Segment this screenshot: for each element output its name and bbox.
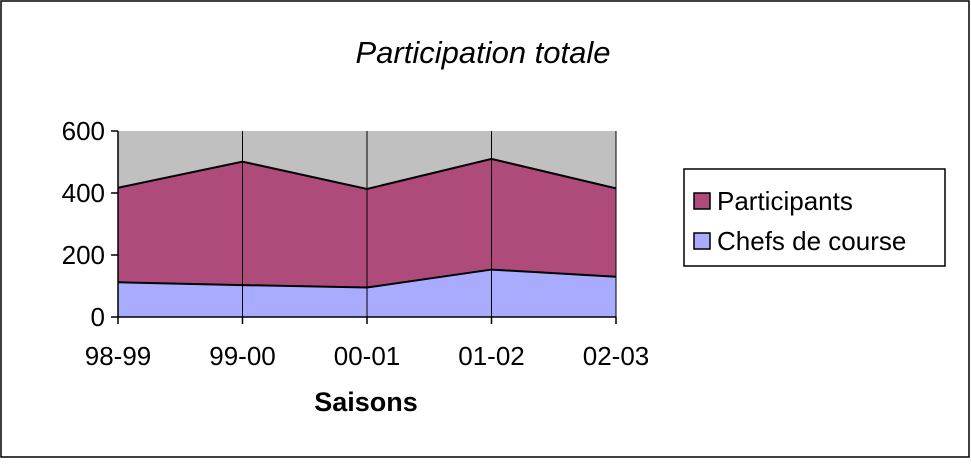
legend-box <box>683 168 946 267</box>
y-tick-label-1: 200 <box>62 240 105 270</box>
x-tick-label-2: 00-01 <box>334 341 401 371</box>
x-tick-label-0: 98-99 <box>85 341 152 371</box>
x-axis-label: Saisons <box>314 387 418 417</box>
plot-area: 0 200 400 600 98-99 99-00 00-01 01-02 02-03 <box>62 116 650 371</box>
legend-swatch-1 <box>693 232 711 250</box>
y-tick-label-3: 600 <box>62 116 105 146</box>
x-tick-label-3: 01-02 <box>458 341 525 371</box>
y-tick-label-0: 0 <box>91 302 105 332</box>
legend-label-0: Participants <box>717 186 853 216</box>
legend: Participants Chefs de course <box>683 168 946 267</box>
series-line-0 <box>117 268 617 289</box>
series-line-1 <box>117 157 617 190</box>
legend-label-1: Chefs de course <box>717 226 906 256</box>
y-tick-label-2: 400 <box>62 178 105 208</box>
legend-swatch-0 <box>693 192 711 210</box>
x-tick-label-1: 99-00 <box>209 341 276 371</box>
chart-title: Participation totale <box>355 35 610 70</box>
x-tick-label-4: 02-03 <box>583 341 650 371</box>
